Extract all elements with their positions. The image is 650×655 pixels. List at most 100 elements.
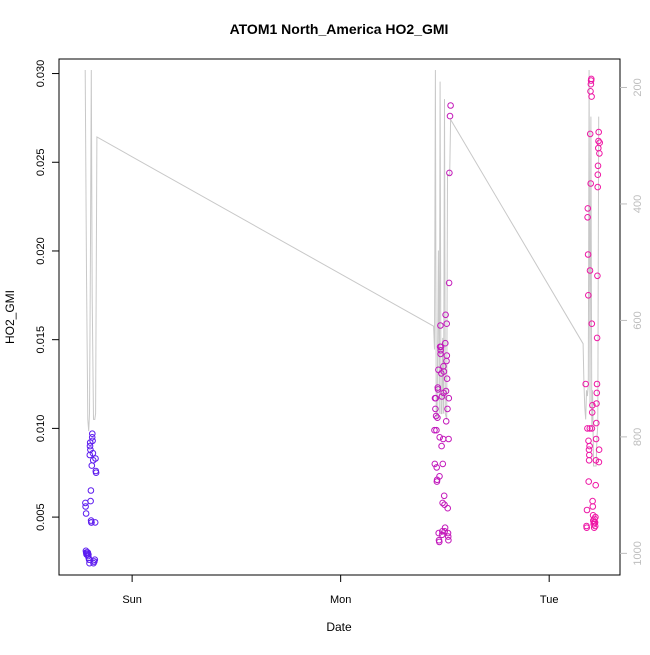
data-point <box>445 394 453 402</box>
data-point <box>583 524 591 532</box>
y-tick-label: 0.030 <box>35 60 47 88</box>
data-point <box>91 519 99 526</box>
data-point <box>82 510 90 517</box>
data-point <box>440 368 448 375</box>
data-point <box>588 75 595 83</box>
data-point <box>582 380 590 388</box>
data-point <box>438 442 445 450</box>
y2-tick-label: 400 <box>632 195 644 213</box>
data-point <box>587 180 595 187</box>
x-axis: Sun Mon Tue <box>122 575 558 606</box>
data-point <box>593 334 601 342</box>
data-point <box>437 347 445 354</box>
data-point <box>584 251 592 258</box>
data-point <box>594 272 601 280</box>
data-point <box>446 112 454 120</box>
data-point <box>592 481 600 489</box>
x-tick-label: Mon <box>330 594 351 606</box>
data-point <box>593 419 600 427</box>
data-point <box>444 405 451 413</box>
data-point <box>444 529 452 537</box>
data-point <box>586 267 594 274</box>
data-point <box>588 409 596 416</box>
data-point <box>585 457 593 464</box>
plot-frame <box>58 58 621 576</box>
x-tick-label: Sun <box>122 594 142 606</box>
data-point <box>441 524 449 532</box>
data-point <box>89 449 97 457</box>
data-point <box>595 446 603 454</box>
y-tick-label: 0.015 <box>35 326 47 354</box>
data-point <box>442 387 450 395</box>
data-point <box>442 418 450 425</box>
data-point <box>436 473 443 480</box>
data-point <box>437 343 445 351</box>
data-point <box>588 425 596 432</box>
y-tick-label: 0.005 <box>35 503 47 531</box>
data-point <box>586 442 593 450</box>
data-point <box>438 393 446 400</box>
data-point <box>592 513 599 521</box>
data-point <box>444 504 452 512</box>
x-axis-label: Date <box>326 620 352 634</box>
data-point <box>445 279 453 287</box>
data-point <box>594 171 602 178</box>
data-point <box>595 137 602 145</box>
data-point <box>588 93 595 100</box>
data-point <box>584 205 592 212</box>
data-point <box>583 506 591 514</box>
data-point <box>444 533 452 540</box>
y-tick-label: 0.010 <box>35 415 47 443</box>
data-point <box>434 414 441 422</box>
plot-area <box>82 69 604 567</box>
data-point <box>433 426 440 434</box>
data-point <box>585 292 592 299</box>
data-point <box>584 214 591 221</box>
data-point <box>89 437 96 445</box>
data-point <box>88 519 95 526</box>
data-point <box>92 469 100 477</box>
data-point <box>443 352 451 359</box>
data-point <box>589 503 597 510</box>
data-point <box>432 405 439 413</box>
data-point <box>442 339 449 347</box>
data-point <box>432 394 440 402</box>
data-point <box>445 536 452 544</box>
data-point <box>595 128 603 136</box>
y2-tick-label: 800 <box>632 428 644 446</box>
y-tick-label: 0.020 <box>35 237 47 265</box>
data-point <box>443 320 451 328</box>
data-point <box>587 88 594 95</box>
data-point <box>596 139 604 146</box>
data-point <box>441 528 449 535</box>
data-point <box>439 499 446 507</box>
data-point <box>589 497 596 505</box>
data-point <box>586 451 593 459</box>
data-point <box>446 169 453 177</box>
data-point <box>585 478 593 485</box>
data-point <box>593 380 601 388</box>
data-point <box>585 437 592 445</box>
data-point <box>436 434 444 441</box>
data-point <box>88 462 96 469</box>
x-tick-label: Tue <box>540 594 559 606</box>
y-tick-label: 0.025 <box>35 149 47 177</box>
data-point <box>439 460 447 468</box>
data-point <box>584 425 591 432</box>
y2-tick-label: 1000 <box>632 541 644 565</box>
data-point <box>87 497 94 505</box>
data-point <box>439 435 447 443</box>
data-point <box>442 311 449 319</box>
data-point <box>86 442 94 450</box>
data-point <box>436 538 443 546</box>
data-point <box>586 130 594 138</box>
data-point <box>586 425 594 432</box>
pressure-line <box>84 69 600 467</box>
data-point <box>593 400 600 407</box>
data-point <box>588 320 596 328</box>
data-point <box>443 375 451 383</box>
data-point <box>437 350 444 358</box>
data-point <box>447 102 454 109</box>
data-point <box>433 464 441 471</box>
